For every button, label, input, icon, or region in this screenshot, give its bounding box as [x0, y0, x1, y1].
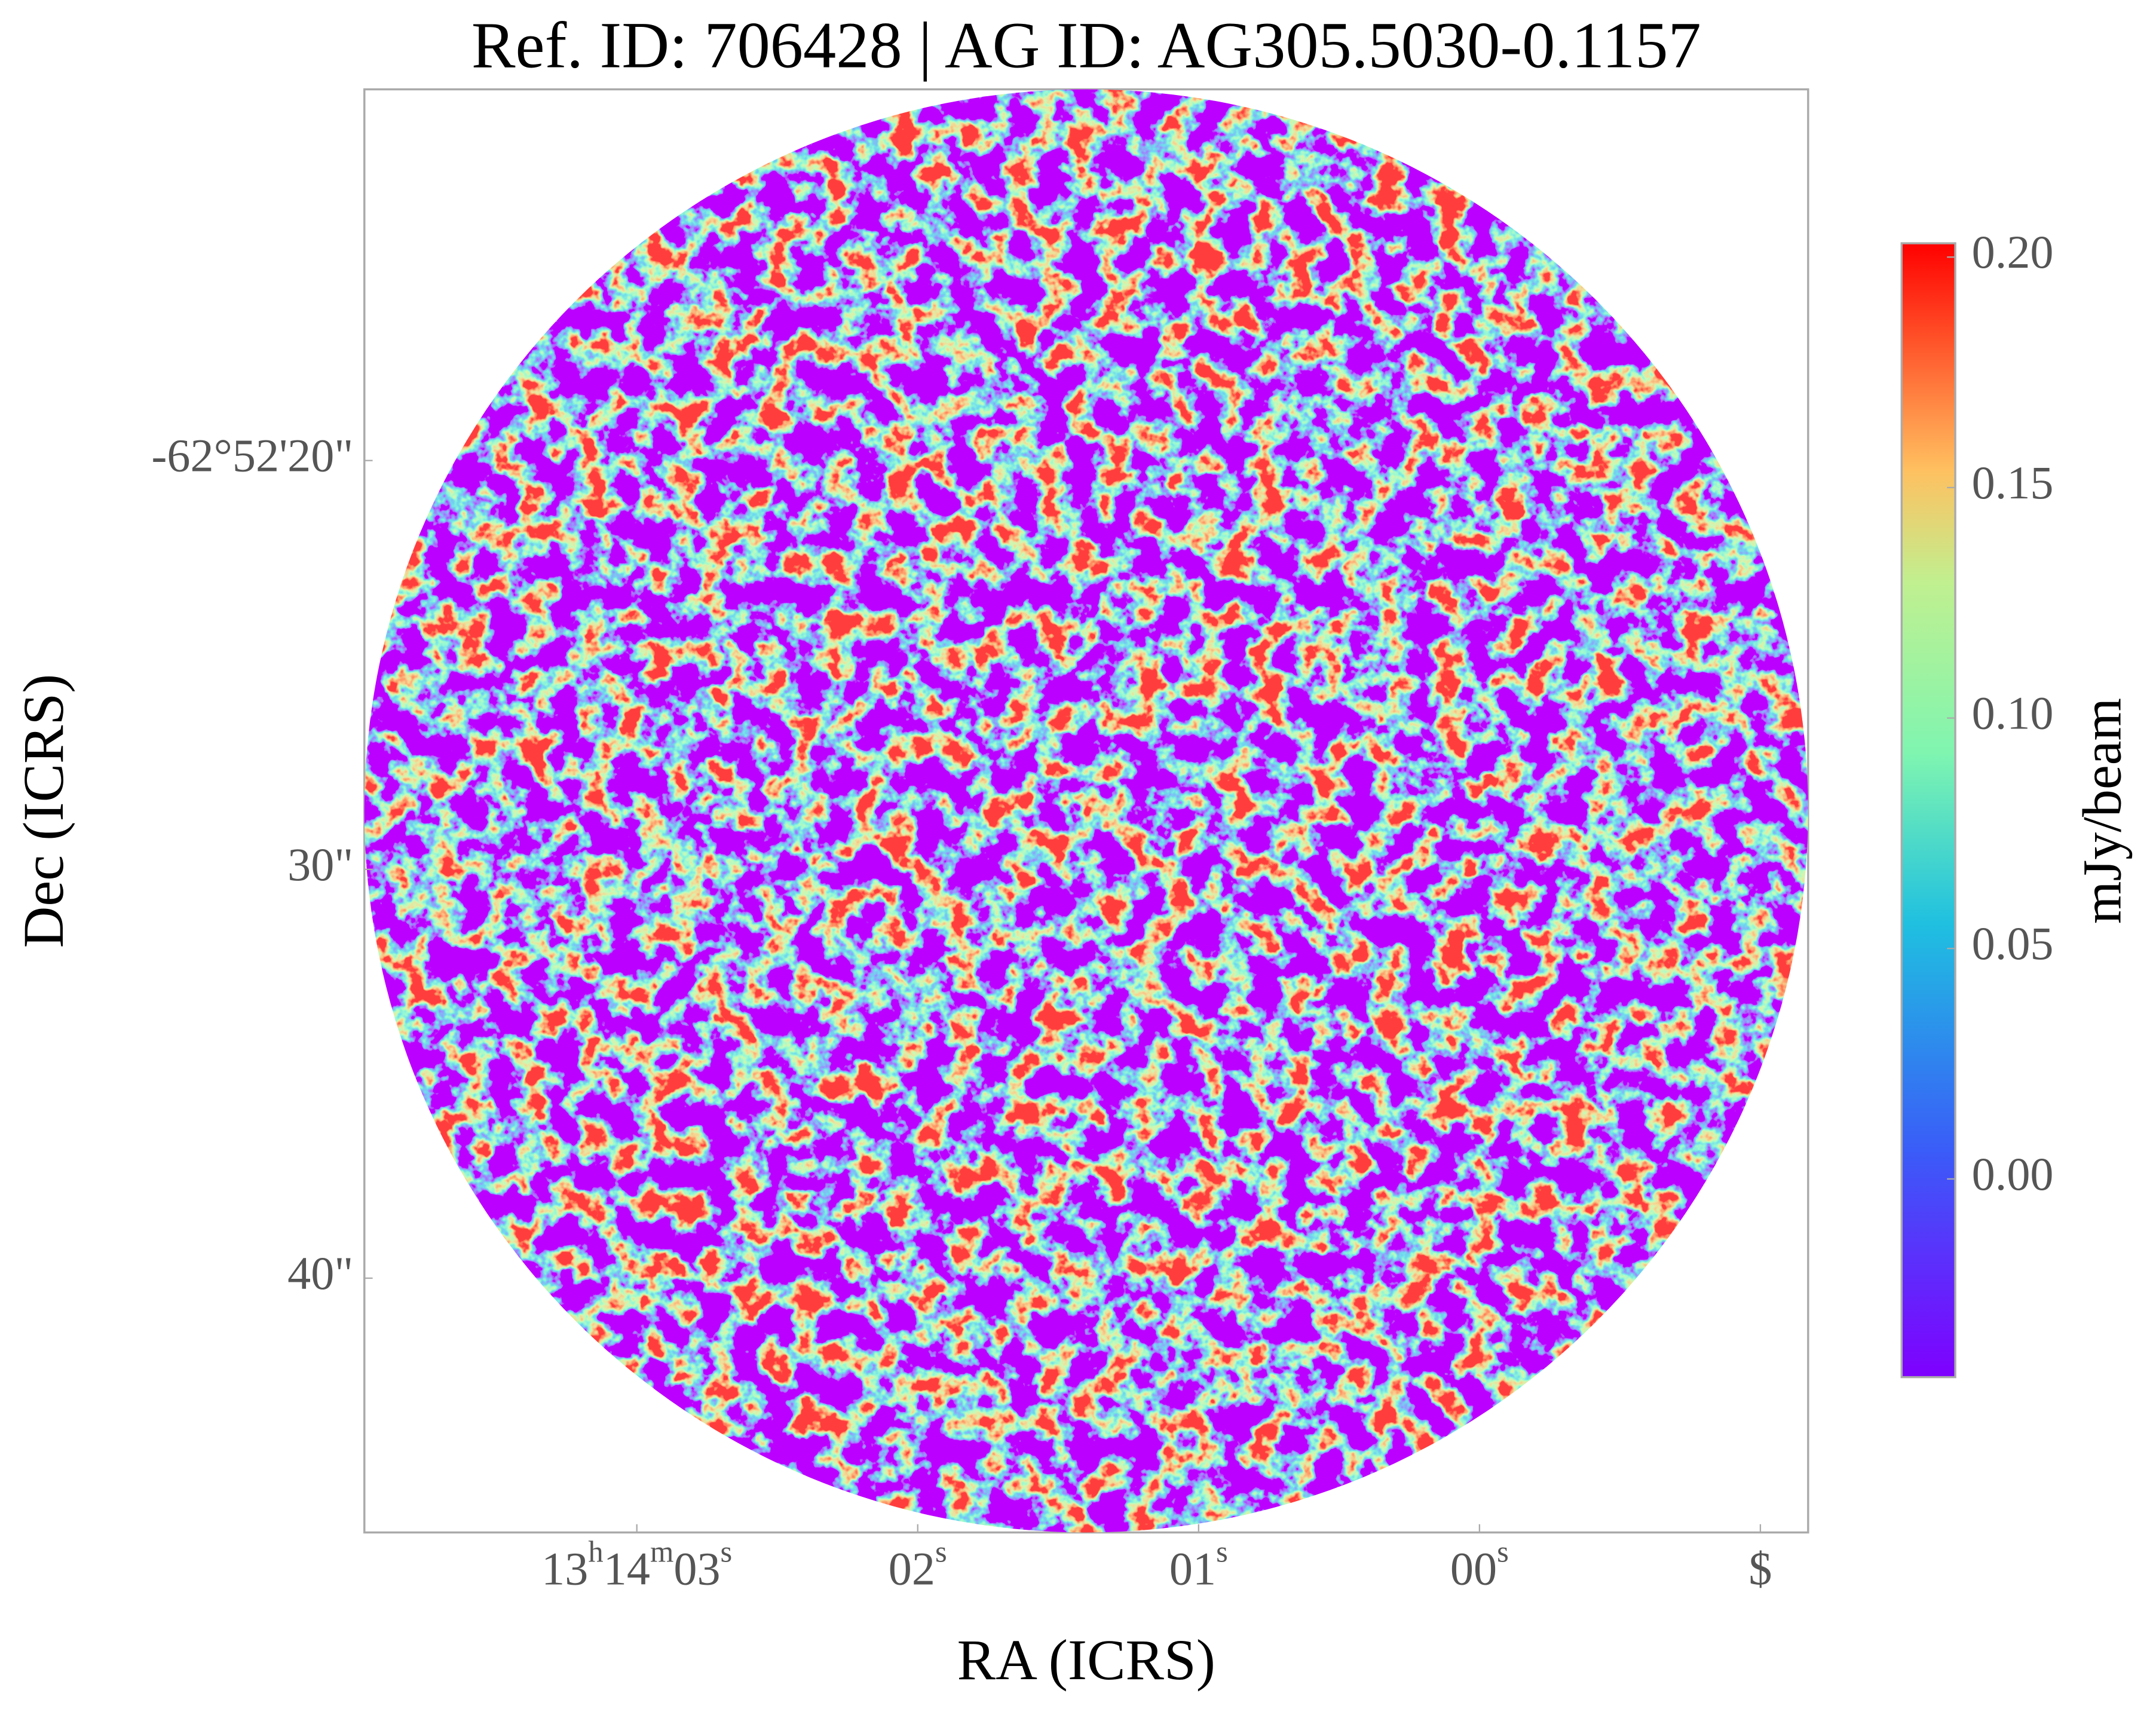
colorbar-label: mJy/beam — [2072, 698, 2133, 924]
x-axis-label: RA (ICRS) — [957, 1628, 1215, 1692]
x-tick-label: $ — [1748, 1542, 1772, 1594]
image-texture — [364, 89, 1808, 1533]
x-tick-label: 00s — [1450, 1535, 1509, 1595]
x-tick-label-unit: s — [935, 1535, 947, 1568]
x-tick-label-part: 03 — [673, 1542, 720, 1594]
y-tick-label: -62°52'20" — [151, 430, 353, 482]
x-tick-label-part: 01 — [1169, 1542, 1216, 1594]
image — [364, 89, 1808, 1533]
colorbar-tick-label: 0.15 — [1972, 457, 2054, 509]
x-tick-label-part: 00 — [1450, 1542, 1497, 1594]
y-tick-label: 30" — [287, 838, 353, 890]
x-tick-label-unit: s — [1497, 1535, 1509, 1568]
x-tick-label: 02s — [889, 1535, 947, 1595]
colorbar-tick-label: 0.00 — [1972, 1148, 2054, 1200]
x-tick-label: 01s — [1169, 1535, 1228, 1595]
x-tick-label-unit: h — [588, 1535, 603, 1568]
colorbar-tick-label: 0.20 — [1972, 226, 2054, 278]
x-tick-label-unit: s — [1216, 1535, 1228, 1568]
x-tick-label-unit: s — [721, 1535, 733, 1568]
y-tick-label: 40" — [287, 1247, 353, 1299]
x-tick-label-part: $ — [1748, 1542, 1772, 1594]
chart-title: Ref. ID: 706428 | AG ID: AG305.5030-0.11… — [471, 9, 1701, 82]
colorbar-tick-label: 0.10 — [1972, 687, 2054, 739]
x-tick-label: 13h14m03s — [541, 1535, 732, 1595]
y-axis-label: Dec (ICRS) — [11, 674, 75, 948]
x-tick-label-part: 02 — [889, 1542, 935, 1594]
colorbar — [1900, 242, 1956, 1379]
colorbar-tick-label: 0.05 — [1972, 917, 2054, 969]
x-tick-label-part: 13 — [541, 1542, 588, 1594]
x-tick-label-unit: m — [650, 1535, 673, 1568]
x-tick-label-part: 14 — [604, 1542, 650, 1594]
